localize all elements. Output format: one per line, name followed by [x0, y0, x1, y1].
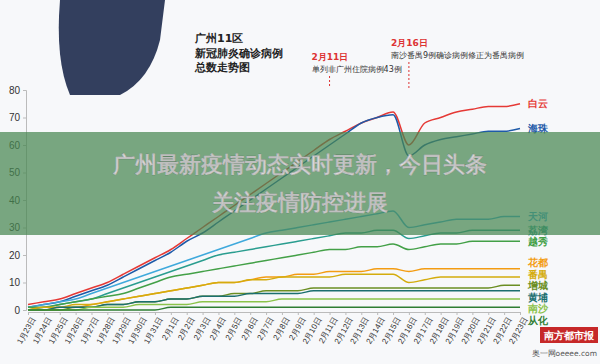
x-tick-mark	[187, 312, 188, 315]
y-tick-label: 10	[9, 277, 21, 288]
chart: 广州11区新冠肺炎确诊病例总数走势图010203040506070801月23日…	[0, 0, 600, 364]
legend-label: 从化	[527, 315, 549, 326]
y-tick: 80	[9, 85, 26, 96]
annotation-date: 2月11日	[312, 52, 349, 62]
x-tick-label: 2月23日	[507, 316, 529, 346]
annotation-pointer	[329, 76, 330, 88]
x-tick-mark	[298, 312, 299, 315]
background	[0, 0, 600, 364]
annotation-text: 南沙番禺9例确诊病例修正为番禺病例	[391, 51, 524, 60]
y-tick-mark	[23, 118, 26, 119]
series-line	[28, 274, 520, 310]
source-site: 奥一网oeeee.com	[532, 349, 597, 358]
y-tick-label: 20	[9, 250, 21, 261]
x-tick-mark	[504, 312, 505, 315]
x-tick-mark	[250, 312, 251, 315]
source: 南方都市报奥一网oeeee.com	[532, 327, 598, 358]
x-axis-line	[29, 313, 521, 316]
x-tick-label: 1月31日	[142, 316, 164, 346]
x-tick-mark	[266, 312, 267, 315]
annotation-text: 单列非广州住院病例43例	[312, 65, 402, 74]
x-tick-mark	[44, 312, 45, 315]
x-tick-mark	[441, 312, 442, 315]
x-tick-mark	[425, 312, 426, 315]
legend-label: 白云	[528, 98, 548, 109]
x-tick-mark	[393, 312, 394, 315]
x-tick-mark	[377, 312, 378, 315]
y-tick: 20	[9, 250, 26, 261]
x-tick-mark	[28, 312, 29, 315]
legend-label: 黄埔	[527, 292, 548, 303]
x-tick-mark	[76, 312, 77, 315]
x-tick-mark	[155, 312, 156, 315]
banner-band	[0, 132, 600, 235]
x-tick-mark	[520, 312, 521, 315]
annotation-date: 2月16日	[391, 38, 428, 48]
series-line	[28, 291, 520, 310]
legend-label: 番禺	[527, 269, 548, 280]
x-tick-mark	[409, 312, 410, 315]
x-tick-mark	[171, 312, 172, 315]
subtitle: 新冠肺炎确诊病例	[194, 47, 283, 60]
subtitle: 总数走势图	[194, 61, 250, 74]
title-group: 广州11区新冠肺炎确诊病例总数走势图	[194, 32, 283, 74]
x-axis: 1月23日1月24日1月25日1月26日1月27日1月28日1月29日1月30日…	[15, 312, 529, 346]
y-tick-mark	[23, 310, 26, 311]
banner: 广州最新疫情动态实时更新，今日头条关注疫情防控进展	[0, 132, 600, 235]
x-tick: 2月23日	[507, 312, 529, 346]
series-line	[28, 307, 520, 310]
source-name: 南方都市报	[543, 330, 595, 341]
series-line	[28, 241, 520, 307]
x-tick-mark	[282, 312, 283, 315]
x-tick-mark	[488, 312, 489, 315]
y-tick: 0	[14, 305, 26, 316]
series-line	[28, 269, 520, 310]
x-tick-mark	[330, 312, 331, 315]
series-line	[28, 230, 520, 310]
banner-text: 广州最新疫情动态实时更新，今日头条	[112, 152, 487, 177]
y-tick-mark	[23, 255, 26, 256]
x-tick: 1月31日	[142, 312, 164, 346]
x-tick-mark	[60, 312, 61, 315]
x-tick-mark	[203, 312, 204, 315]
x-tick-mark	[123, 312, 124, 315]
figure-decoration	[59, 0, 165, 95]
x-tick-mark	[457, 312, 458, 315]
x-tick-mark	[218, 312, 219, 315]
y-tick-label: 70	[9, 112, 21, 123]
legend-label: 花都	[527, 257, 548, 268]
legend-label: 南沙	[527, 303, 549, 314]
annotations: 2月11日单列非广州住院病例43例 2月16日南沙番禺9例确诊病例修正为番禺病例	[312, 38, 524, 88]
series-line	[28, 299, 520, 310]
y-tick: 10	[9, 277, 26, 288]
x-tick-mark	[107, 312, 108, 315]
legend-label: 越秀	[527, 236, 548, 247]
x-tick-mark	[139, 312, 140, 315]
y-tick-label: 80	[9, 85, 21, 96]
x-tick-mark	[91, 312, 92, 315]
annotation-pointer	[408, 62, 409, 88]
title: 广州11区	[194, 32, 243, 45]
x-tick-mark	[314, 312, 315, 315]
y-tick: 70	[9, 112, 26, 123]
y-tick-mark	[23, 90, 26, 91]
x-tick-mark	[345, 312, 346, 315]
series-line	[28, 285, 520, 310]
x-tick-mark	[361, 312, 362, 315]
y-tick-label: 0	[14, 305, 20, 316]
x-tick-mark	[234, 312, 235, 315]
source-box	[540, 327, 598, 343]
x-tick-mark	[472, 312, 473, 315]
y-tick-mark	[23, 283, 26, 284]
legend-label: 增城	[527, 280, 548, 291]
banner-text: 关注疫情防控进展	[211, 190, 388, 215]
